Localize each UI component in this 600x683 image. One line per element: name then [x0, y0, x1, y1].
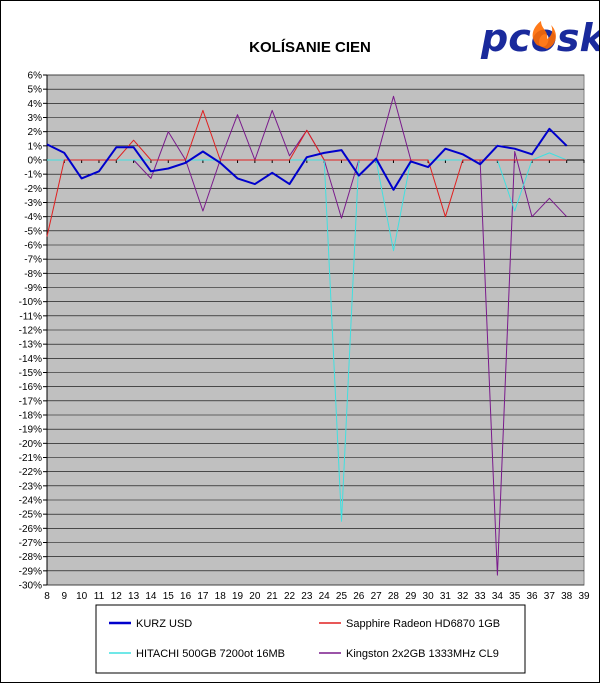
y-tick-label: -29% — [19, 566, 42, 577]
y-tick-label: -30% — [19, 581, 42, 592]
y-tick-label: -17% — [19, 396, 42, 407]
x-tick-label: 24 — [319, 591, 331, 602]
y-tick-label: -12% — [19, 326, 42, 337]
y-tick-label: 4% — [28, 99, 43, 110]
y-tick-label: -7% — [24, 255, 42, 266]
x-tick-label: 29 — [405, 591, 417, 602]
x-tick-label: 11 — [94, 591, 105, 602]
x-tick-label: 28 — [388, 591, 400, 602]
x-tick-label: 38 — [561, 591, 573, 602]
x-tick-label: 13 — [128, 591, 140, 602]
x-tick-label: 32 — [457, 591, 469, 602]
y-tick-label: -18% — [19, 411, 42, 422]
y-tick-label: -25% — [19, 510, 42, 521]
x-tick-label: 12 — [111, 591, 123, 602]
x-tick-label: 23 — [301, 591, 313, 602]
y-tick-label: -28% — [19, 552, 42, 563]
y-tick-label: -19% — [19, 425, 42, 436]
x-tick-label: 19 — [232, 591, 244, 602]
x-tick-label: 31 — [440, 591, 452, 602]
x-tick-label: 26 — [353, 591, 365, 602]
y-tick-label: -24% — [19, 496, 42, 507]
x-tick-label: 22 — [284, 591, 296, 602]
y-tick-label: -27% — [19, 538, 42, 549]
x-tick-label: 39 — [578, 591, 590, 602]
y-tick-label: 2% — [28, 127, 43, 138]
y-tick-label: -26% — [19, 524, 42, 535]
y-tick-label: -14% — [19, 354, 42, 365]
y-tick-label: -21% — [19, 453, 42, 464]
y-tick-label: 6% — [28, 71, 43, 82]
x-tick-label: 20 — [249, 591, 261, 602]
legend-label-4: Kingston 2x2GB 1333MHz CL9 — [346, 648, 499, 660]
x-tick-label: 35 — [509, 591, 521, 602]
flame-icon — [532, 21, 556, 49]
legend-box — [95, 604, 526, 674]
y-tick-label: -13% — [19, 340, 42, 351]
y-tick-label: -15% — [19, 368, 42, 379]
pcosk-logo: pcosk — [480, 16, 599, 60]
y-tick-label: -22% — [19, 467, 42, 478]
x-tick-label: 21 — [267, 591, 279, 602]
y-tick-label: -16% — [19, 382, 42, 393]
legend: KURZ USD Sapphire Radeon HD6870 1GB HITACH… — [95, 604, 526, 674]
legend-label-3: HITACHI 500GB 7200ot 16MB — [136, 648, 285, 660]
legend-label-2: Sapphire Radeon HD6870 1GB — [346, 618, 500, 630]
x-tick-label: 10 — [76, 591, 88, 602]
y-tick-label: 1% — [28, 141, 43, 152]
y-tick-label: -10% — [19, 297, 42, 308]
legend-label-1: KURZ USD — [136, 618, 192, 630]
x-tick-label: 27 — [371, 591, 383, 602]
x-tick-label: 37 — [544, 591, 556, 602]
series-line-1 — [46, 127, 568, 191]
y-tick-label: -2% — [24, 184, 42, 195]
x-tick-label: 14 — [145, 591, 157, 602]
x-tick-label: 8 — [44, 591, 50, 602]
chart-title: KOLÍSANIE CIEN — [249, 39, 371, 56]
y-tick-label: -23% — [19, 481, 42, 492]
plot-area: -30% -29% -28% -27% -26% -25% -24% -23% -22% -21%… — [19, 71, 590, 603]
x-tick-label: 36 — [526, 591, 538, 602]
x-tick-label: 25 — [336, 591, 348, 602]
y-tick-label: -11% — [19, 311, 42, 322]
x-tick-label: 9 — [62, 591, 68, 602]
y-tick-label: -5% — [24, 226, 42, 237]
y-tick-label: -3% — [24, 198, 42, 209]
y-tick-label: 0% — [28, 156, 43, 167]
y-tick-label: 5% — [28, 85, 43, 96]
y-tick-label: -9% — [24, 283, 42, 294]
x-tick-label: 30 — [423, 591, 435, 602]
series-line-2 — [46, 109, 567, 237]
x-tick-label: 18 — [215, 591, 227, 602]
y-tick-label: -8% — [24, 269, 42, 280]
y-tick-label: -1% — [24, 170, 42, 181]
x-tick-label: 33 — [475, 591, 487, 602]
y-tick-label: -6% — [24, 241, 42, 252]
y-tick-label: -4% — [24, 212, 42, 223]
x-tick-label: 16 — [180, 591, 192, 602]
x-tick-label: 17 — [197, 591, 209, 602]
y-tick-label: 3% — [28, 113, 43, 124]
y-tick-label: -20% — [19, 439, 42, 450]
x-tick-label: 15 — [163, 591, 175, 602]
x-tick-label: 34 — [492, 591, 504, 602]
